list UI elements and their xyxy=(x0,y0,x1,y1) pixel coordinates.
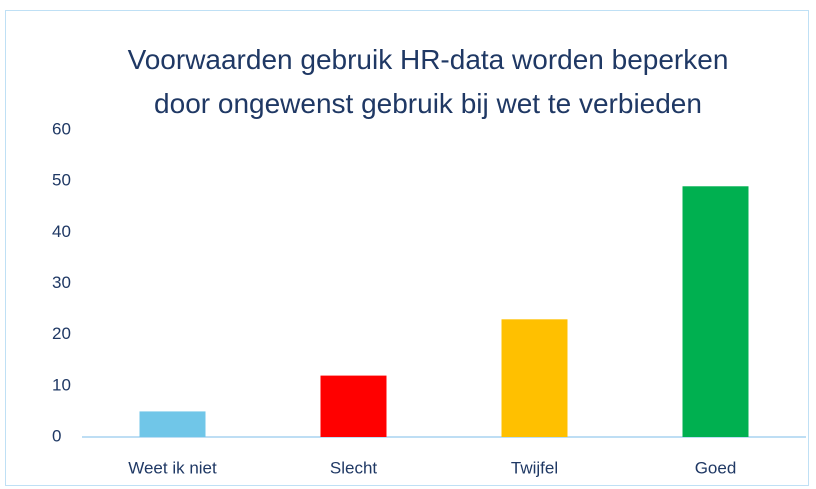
y-tick-label: 0 xyxy=(52,426,61,445)
y-tick-label: 30 xyxy=(52,273,71,292)
y-tick-label: 20 xyxy=(52,324,71,343)
bar xyxy=(682,186,749,437)
x-tick-label: Weet ik niet xyxy=(128,458,217,477)
y-tick-label: 50 xyxy=(52,171,71,190)
bar xyxy=(501,319,568,437)
x-tick-label: Twijfel xyxy=(511,458,558,477)
x-tick-label: Slecht xyxy=(330,458,378,477)
chart-title: Voorwaarden gebruik HR-data worden beper… xyxy=(127,44,729,119)
y-tick-label: 40 xyxy=(52,222,71,241)
chart-frame xyxy=(5,10,809,486)
bar xyxy=(139,411,206,437)
x-tick-label: Goed xyxy=(695,458,737,477)
y-tick-label: 60 xyxy=(52,119,71,138)
y-tick-label: 10 xyxy=(52,375,71,394)
bar xyxy=(320,375,387,437)
